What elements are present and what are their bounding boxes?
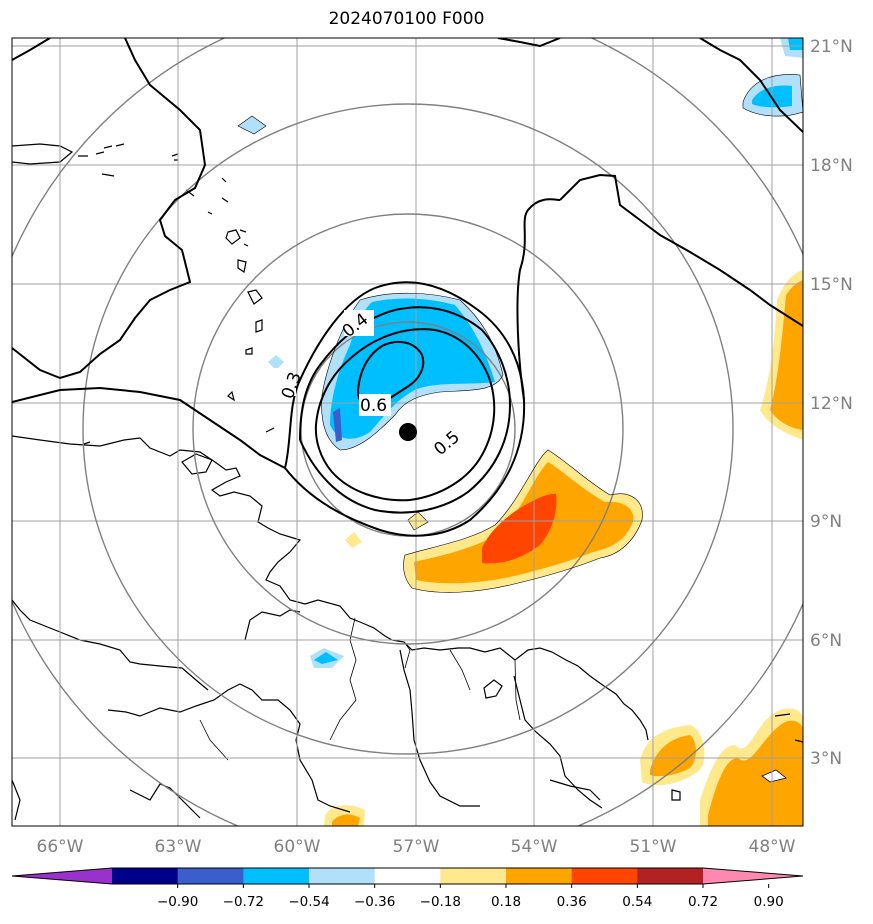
colorbar-extend-max [703,868,803,884]
positive-shading-strong [482,493,557,564]
lon-label: 57°W [393,837,440,857]
contour-east-join [516,198,561,401]
puerto-rico-coast [12,143,74,165]
corner-negative-patch-dark [788,38,803,50]
contour-north-2 [497,38,561,48]
colorbar-tick-label: 0.36 [557,894,587,910]
lon-label: 63°W [155,837,202,857]
map-border [11,37,804,827]
gridlines [12,38,803,826]
contour-04 [299,306,512,514]
colorbar-extend-min [12,868,112,884]
contour-east [559,173,803,327]
contour-label-06: 0.6 [360,396,387,416]
lat-label: 18°N [810,156,853,176]
colorbar-tick-label: 0.18 [491,894,521,910]
colorbar-swatch [440,868,507,884]
colorbar-tick-label: −0.90 [157,894,198,910]
lat-label: 21°N [810,37,853,57]
colorbar-swatch [243,868,310,884]
contour-03 [284,281,526,537]
north-negative-patch [237,115,267,135]
se-positive-1 [650,735,696,777]
contour-05 [314,328,496,502]
lat-label: 15°N [810,275,853,295]
lat-label: 9°N [810,512,842,532]
lon-label: 66°W [37,837,84,857]
se-positive-2 [708,720,803,826]
lon-label: 48°W [749,837,796,857]
contour-ne [699,38,803,133]
colorbar-tick-label: −0.36 [354,894,395,910]
map-panel: 0.3 0.4 0.5 0.6 [12,38,803,826]
inland-negative-patch-core [314,652,338,664]
colorbar-swatch [309,868,376,884]
colorbar-tick-label: −0.18 [420,894,461,910]
lon-label: 60°W [274,837,321,857]
lon-label: 51°W [630,837,677,857]
colorbar-swatch [374,868,441,884]
longitude-labels: 66°W 63°W 60°W 57°W 54°W 51°W 48°W [37,837,796,857]
contour-outer-lower-west [12,386,286,469]
colorbar-tick-label: 0.90 [754,894,784,910]
colorbar-outline [11,867,804,885]
west-negative-speck [268,355,284,370]
latitude-labels: 21°N 18°N 15°N 12°N 9°N 6°N 3°N [810,37,853,769]
colorbar-tick-label: −0.54 [288,894,329,910]
contour-outer-west [12,38,207,380]
bottom-positive-core [332,814,360,826]
shading-edges [321,74,803,593]
colorbar-swatch [571,868,638,884]
south-positive-speck-2 [345,532,362,548]
colorbar-swatch [506,868,573,884]
east-positive [770,280,803,430]
colorbar-swatch [112,868,179,884]
contour-north [12,38,51,61]
colorbar-tick-label: 0.54 [622,894,652,910]
storm-center-marker [399,423,417,441]
se-white-patch [761,769,787,783]
map-title: 2024070100 F000 [328,9,485,29]
lon-label: 54°W [511,837,558,857]
lat-label: 12°N [810,394,853,414]
colorbar-swatch [637,868,704,884]
lat-label: 3°N [810,749,842,769]
negative-shading-dark [333,408,342,442]
colorbar: −0.90 −0.72 −0.54 −0.36 −0.18 0.18 0.36 0.54 0.7… [11,867,804,910]
colorbar-swatch [177,868,244,884]
colorbar-tick-label: 0.72 [688,894,718,910]
lat-label: 6°N [810,631,842,651]
colorbar-tick-label: −0.72 [223,894,264,910]
